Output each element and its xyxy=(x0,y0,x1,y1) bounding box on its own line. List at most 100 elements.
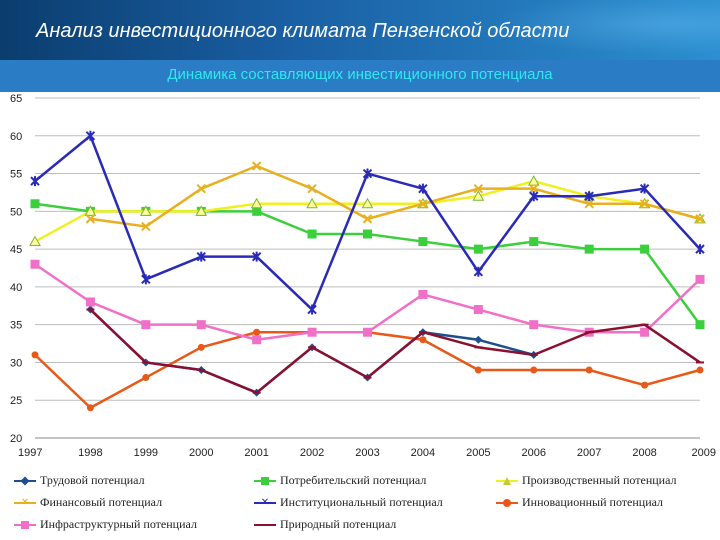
legend-label: Инновационный потенциал xyxy=(522,495,664,509)
x-tick-label: 2000 xyxy=(189,447,213,459)
legend-label: Институциональный потенциал xyxy=(280,495,443,509)
data-point xyxy=(307,229,317,239)
data-point xyxy=(141,221,151,232)
x-tick-label: 1997 xyxy=(18,447,42,459)
data-point xyxy=(640,244,650,254)
legend-label: Трудовой потенциал xyxy=(40,473,145,487)
data-point xyxy=(527,175,540,186)
data-point xyxy=(85,214,96,224)
legend-swatch xyxy=(254,524,276,526)
x-tick-label: 2004 xyxy=(411,447,435,459)
data-point xyxy=(362,168,373,179)
data-point xyxy=(197,343,205,351)
x-tick-label: 2005 xyxy=(466,447,490,459)
data-point xyxy=(307,327,317,337)
data-point xyxy=(196,251,206,262)
page-title: Анализ инвестиционного климата Пензенско… xyxy=(36,20,570,42)
legend-label: Инфраструктурный потенциал xyxy=(40,517,197,531)
x-tick-label: 2009 xyxy=(692,447,716,459)
legend-marker xyxy=(21,521,29,529)
legend-marker xyxy=(503,477,511,485)
data-point xyxy=(695,274,705,284)
legend-marker xyxy=(20,476,30,486)
data-point xyxy=(306,197,318,209)
data-point xyxy=(473,305,483,315)
data-point xyxy=(363,327,372,337)
data-point xyxy=(584,199,594,209)
data-point xyxy=(85,297,95,307)
data-point xyxy=(529,191,539,202)
data-point xyxy=(695,214,705,224)
x-tick-label: 2007 xyxy=(577,447,601,459)
data-point xyxy=(252,206,262,216)
data-point xyxy=(584,244,594,254)
header-band: Анализ инвестиционного климата Пензенско… xyxy=(0,0,720,60)
y-tick-label: 35 xyxy=(10,320,22,332)
data-point xyxy=(196,183,206,194)
x-tick-label: 2003 xyxy=(355,447,379,459)
y-tick-label: 25 xyxy=(10,395,22,407)
data-point xyxy=(361,197,374,209)
data-point xyxy=(474,366,482,374)
data-point xyxy=(141,320,151,330)
y-tick-label: 60 xyxy=(10,131,22,143)
series-line xyxy=(34,330,701,410)
y-tick-label: 65 xyxy=(10,93,22,105)
data-point xyxy=(85,130,96,141)
data-point xyxy=(696,366,704,374)
data-point xyxy=(251,161,262,171)
legend-label: Природный потенциал xyxy=(280,517,397,531)
data-point xyxy=(29,235,41,247)
data-point xyxy=(30,176,40,187)
data-point xyxy=(695,244,705,255)
legend-marker: × xyxy=(261,495,269,510)
legend-label: Производственный потенциал xyxy=(522,473,677,487)
data-point xyxy=(419,336,427,344)
data-point xyxy=(529,183,539,194)
subtitle-band xyxy=(0,60,720,92)
legend-swatch xyxy=(254,502,276,504)
data-point xyxy=(418,183,428,194)
data-point xyxy=(472,190,485,201)
chart-title: Динамика составляющих инвестиционного по… xyxy=(167,66,553,83)
data-point xyxy=(139,205,152,216)
x-tick-label: 2001 xyxy=(244,447,268,459)
x-tick-label: 2008 xyxy=(632,447,656,459)
series-line xyxy=(90,164,701,228)
x-tick-label: 2002 xyxy=(300,447,324,459)
x-tick-label: 1999 xyxy=(134,447,158,459)
data-point xyxy=(473,183,484,194)
data-point xyxy=(30,259,40,269)
y-tick-label: 20 xyxy=(10,433,22,445)
x-tick-label: 2006 xyxy=(522,447,546,459)
data-point xyxy=(251,251,262,262)
y-tick-label: 55 xyxy=(10,169,22,181)
data-point xyxy=(639,199,650,209)
y-tick-label: 30 xyxy=(10,357,22,369)
data-point xyxy=(363,229,372,239)
data-point xyxy=(695,320,705,330)
series-line xyxy=(34,202,702,326)
data-point xyxy=(141,274,151,285)
data-point xyxy=(195,205,208,216)
data-point xyxy=(530,366,538,374)
data-point xyxy=(418,237,428,247)
series-line xyxy=(34,134,701,311)
data-point xyxy=(473,244,483,254)
legend-marker: × xyxy=(21,495,29,510)
plot-background xyxy=(0,92,720,540)
data-point xyxy=(418,289,428,299)
data-point xyxy=(307,183,317,194)
data-point xyxy=(142,374,150,382)
data-point xyxy=(252,335,262,345)
legend-label: Финансовый потенциал xyxy=(40,495,163,509)
header-ornament xyxy=(460,0,720,60)
data-point xyxy=(31,351,39,359)
data-point xyxy=(196,320,206,330)
data-point xyxy=(84,205,97,216)
y-tick-label: 40 xyxy=(10,282,22,294)
data-point xyxy=(362,214,373,224)
data-point xyxy=(418,199,428,209)
data-point xyxy=(30,199,40,209)
